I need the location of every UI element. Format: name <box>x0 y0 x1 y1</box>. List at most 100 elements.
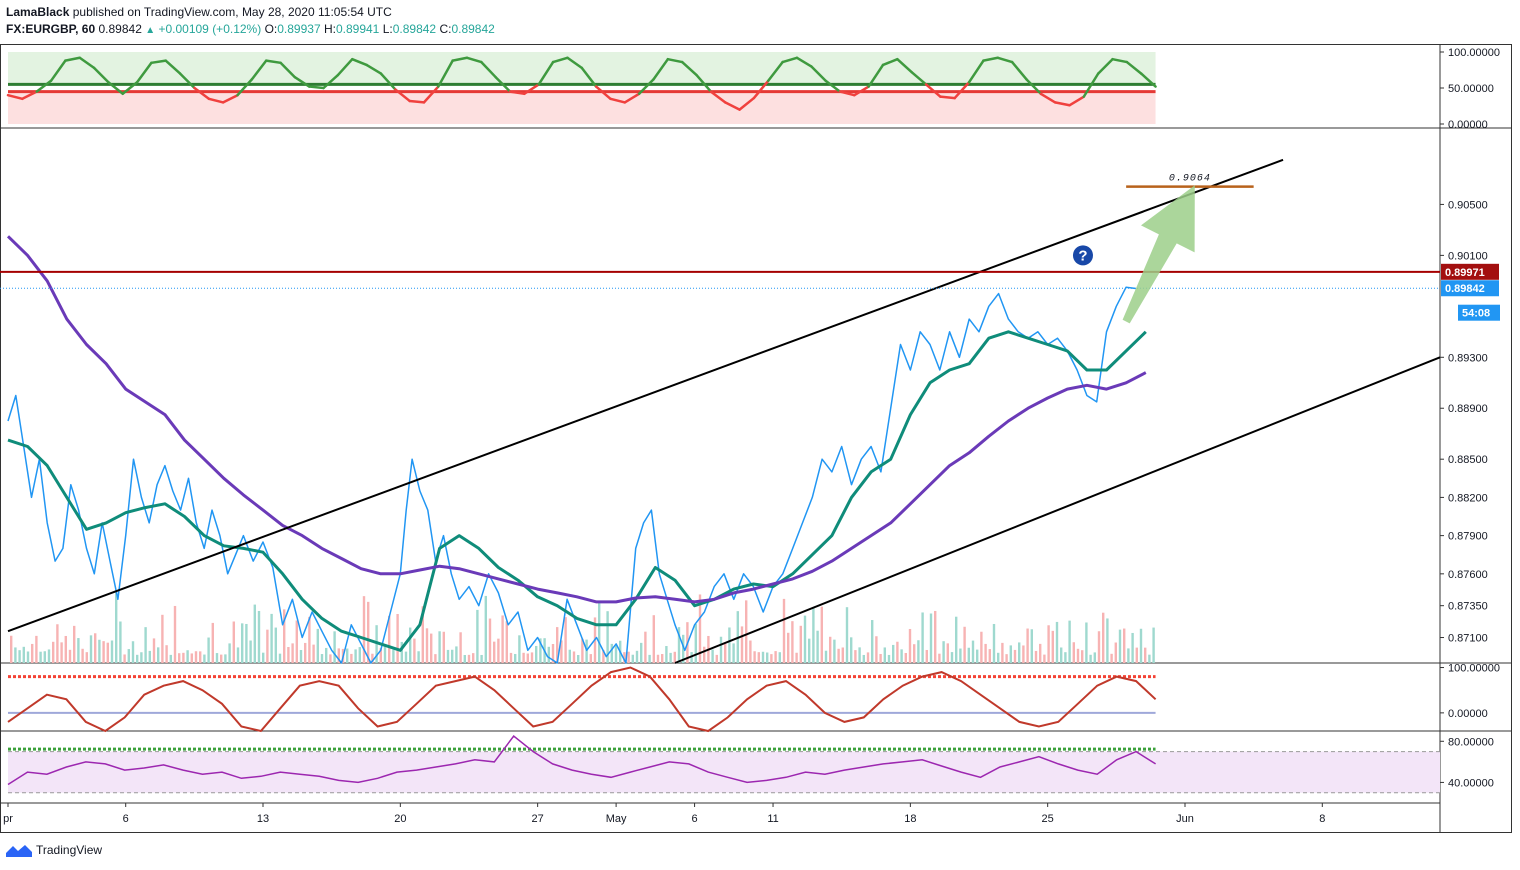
volume-bar <box>518 635 521 663</box>
oscillator-segment <box>394 88 411 103</box>
channel-lower-line <box>674 356 1441 664</box>
volume-bar <box>316 628 319 663</box>
volume-bar <box>698 594 702 663</box>
volume-bar <box>379 648 382 663</box>
volume-bar <box>896 641 899 663</box>
volume-bar <box>539 638 542 663</box>
time-tick-label: 6 <box>123 813 129 825</box>
volume-bar <box>824 650 828 663</box>
volume-bar <box>749 640 752 663</box>
volume-bar <box>1060 647 1063 663</box>
volume-bar <box>1051 630 1054 663</box>
volume-bar <box>18 650 21 663</box>
volume-bars <box>10 592 1155 663</box>
volume-bar <box>782 598 786 663</box>
volume-bar <box>1064 652 1067 663</box>
volume-bar <box>598 600 601 663</box>
oscillator-segment <box>781 56 799 64</box>
volume-bar <box>73 625 76 663</box>
publisher-name[interactable]: LamaBlack <box>6 5 70 19</box>
oscillator-segment <box>953 80 971 100</box>
open-value: 0.89937 <box>277 22 321 36</box>
volume-bar <box>879 653 882 663</box>
tradingview-logo[interactable]: TradingView <box>6 843 102 857</box>
volume-bar <box>677 627 681 663</box>
oscillator-segment <box>178 72 196 90</box>
volume-bar <box>959 648 962 663</box>
volume-bar <box>845 607 849 663</box>
rsi-axis-tick-label: 80.00000 <box>1448 736 1494 748</box>
volume-bar <box>568 649 571 663</box>
volume-bar <box>841 647 844 663</box>
volume-bar <box>589 654 592 663</box>
volume-bar <box>127 649 130 663</box>
lower-zone <box>8 91 1156 124</box>
volume-bar <box>241 623 244 663</box>
oscillator-segment <box>594 85 612 101</box>
low-label: L: <box>382 22 393 36</box>
volume-bar <box>1123 628 1126 663</box>
volume-bar <box>35 635 38 663</box>
oscillator-segment <box>164 59 182 75</box>
volume-bar <box>52 641 55 663</box>
volume-bar <box>287 647 290 663</box>
volume-bar <box>308 616 311 663</box>
volume-bar <box>367 601 370 663</box>
volume-bar <box>463 654 466 663</box>
volume-bar <box>232 621 235 663</box>
oscillator-segment <box>307 85 325 90</box>
oscillator-segment <box>193 86 211 101</box>
volume-bar <box>690 652 693 663</box>
price-axis-tick-label: 0.88900 <box>1448 403 1488 415</box>
oscillator-segment <box>121 80 139 96</box>
volume-bar <box>211 622 214 663</box>
volume-bar <box>514 653 517 663</box>
volume-bar <box>837 648 840 663</box>
volume-bar <box>262 652 265 663</box>
volume-bar <box>1018 642 1021 663</box>
volume-bar <box>635 650 639 663</box>
oscillator-segment <box>623 92 641 104</box>
volume-bar <box>682 634 685 663</box>
oscillator-segment <box>21 90 38 101</box>
volume-bar <box>430 633 433 663</box>
high-label: H: <box>323 22 336 36</box>
volume-bar <box>938 653 941 663</box>
volume-bar <box>278 653 282 663</box>
volume-bar <box>257 610 261 663</box>
oscillator-segment <box>336 57 354 77</box>
volume-bar <box>900 649 903 663</box>
volume-bar <box>161 614 164 663</box>
volume-bar <box>572 651 576 663</box>
series-ma_slow <box>6 235 1147 604</box>
volume-bar <box>446 649 450 663</box>
volume-bar <box>455 646 458 663</box>
volume-bar <box>997 652 1000 663</box>
volume-bar <box>1135 647 1138 663</box>
time-tick-label: 11 <box>767 813 778 825</box>
low-value: 0.89842 <box>392 22 437 36</box>
volume-bar <box>325 647 328 663</box>
channel-upper-line <box>7 158 1284 633</box>
oscillator-segment <box>723 101 741 111</box>
oscillator-segment <box>236 78 254 97</box>
high-value: 0.89941 <box>335 22 380 36</box>
volume-bar <box>421 606 424 663</box>
volume-bar <box>1072 642 1075 663</box>
volume-bar <box>887 654 891 663</box>
volume-bar <box>119 621 122 663</box>
oscillator-segment <box>580 66 598 88</box>
volume-bar <box>304 642 307 663</box>
volume-bar <box>291 643 294 663</box>
price-axis-tick-label: 0.88200 <box>1448 492 1488 504</box>
oscillator-segment <box>64 56 81 62</box>
time-tick-label: 18 <box>904 813 916 825</box>
last-price: 0.89842 <box>98 22 142 36</box>
oscillator-segment <box>135 61 153 84</box>
volume-bar <box>644 631 647 663</box>
volume-bar <box>283 609 286 663</box>
volume-bar <box>106 642 109 663</box>
close-value: 0.89842 <box>451 22 495 36</box>
volume-bar <box>740 626 744 663</box>
